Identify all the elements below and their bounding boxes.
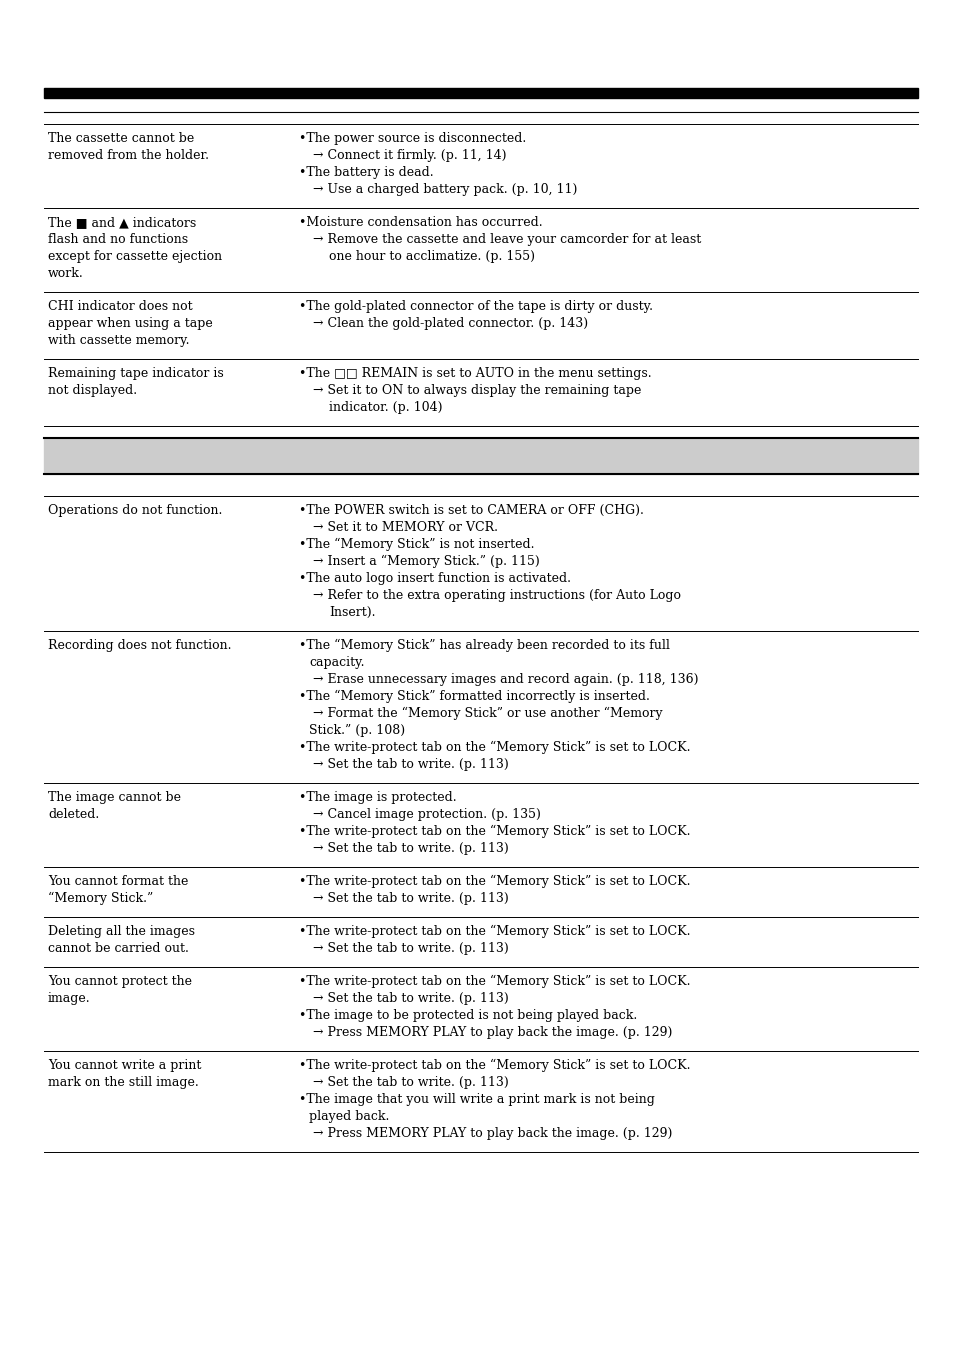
Text: → Clean the gold-plated connector. (p. 143): → Clean the gold-plated connector. (p. 1…: [313, 316, 587, 330]
Text: one hour to acclimatize. (p. 155): one hour to acclimatize. (p. 155): [329, 250, 535, 264]
Text: •The POWER switch is set to CAMERA or OFF (CHG).: •The POWER switch is set to CAMERA or OF…: [298, 504, 643, 516]
Bar: [44, 438, 917, 475]
Text: → Press MEMORY PLAY to play back the image. (p. 129): → Press MEMORY PLAY to play back the ima…: [313, 1128, 672, 1140]
Text: •The write-protect tab on the “Memory Stick” is set to LOCK.: •The write-protect tab on the “Memory St…: [298, 825, 690, 838]
Text: •The image that you will write a print mark is not being: •The image that you will write a print m…: [298, 1092, 654, 1106]
Text: → Set it to MEMORY or VCR.: → Set it to MEMORY or VCR.: [313, 521, 497, 534]
Text: indicator. (p. 104): indicator. (p. 104): [329, 402, 442, 414]
Bar: [44, 88, 917, 97]
Text: You cannot protect the: You cannot protect the: [48, 975, 192, 988]
Text: CHI indicator does not: CHI indicator does not: [48, 300, 193, 314]
Text: → Cancel image protection. (p. 135): → Cancel image protection. (p. 135): [313, 808, 540, 821]
Text: You cannot write a print: You cannot write a print: [48, 1059, 201, 1072]
Text: The image cannot be: The image cannot be: [48, 791, 181, 804]
Text: •The battery is dead.: •The battery is dead.: [298, 166, 434, 178]
Text: •The “Memory Stick” has already been recorded to its full: •The “Memory Stick” has already been rec…: [298, 639, 669, 652]
Text: mark on the still image.: mark on the still image.: [48, 1076, 198, 1088]
Text: appear when using a tape: appear when using a tape: [48, 316, 213, 330]
Text: → Erase unnecessary images and record again. (p. 118, 136): → Erase unnecessary images and record ag…: [313, 673, 698, 685]
Text: Operations do not function.: Operations do not function.: [48, 504, 222, 516]
Text: except for cassette ejection: except for cassette ejection: [48, 250, 222, 264]
Text: •The power source is disconnected.: •The power source is disconnected.: [298, 132, 526, 145]
Text: You cannot format the: You cannot format the: [48, 875, 188, 888]
Text: image.: image.: [48, 992, 91, 1005]
Text: cannot be carried out.: cannot be carried out.: [48, 942, 189, 955]
Text: → Remove the cassette and leave your camcorder for at least: → Remove the cassette and leave your cam…: [313, 233, 700, 246]
Text: → Set the tab to write. (p. 113): → Set the tab to write. (p. 113): [313, 1076, 508, 1088]
Text: → Connect it firmly. (p. 11, 14): → Connect it firmly. (p. 11, 14): [313, 149, 506, 162]
Text: •The image is protected.: •The image is protected.: [298, 791, 456, 804]
Text: → Insert a “Memory Stick.” (p. 115): → Insert a “Memory Stick.” (p. 115): [313, 556, 539, 568]
Text: •The write-protect tab on the “Memory Stick” is set to LOCK.: •The write-protect tab on the “Memory St…: [298, 975, 690, 988]
Text: •The write-protect tab on the “Memory Stick” is set to LOCK.: •The write-protect tab on the “Memory St…: [298, 741, 690, 754]
Text: Deleting all the images: Deleting all the images: [48, 925, 194, 938]
Text: •The auto logo insert function is activated.: •The auto logo insert function is activa…: [298, 572, 571, 585]
Text: → Set it to ON to always display the remaining tape: → Set it to ON to always display the rem…: [313, 384, 640, 397]
Text: The cassette cannot be: The cassette cannot be: [48, 132, 194, 145]
Text: → Format the “Memory Stick” or use another “Memory: → Format the “Memory Stick” or use anoth…: [313, 707, 662, 721]
Text: → Use a charged battery pack. (p. 10, 11): → Use a charged battery pack. (p. 10, 11…: [313, 183, 577, 196]
Text: → Set the tab to write. (p. 113): → Set the tab to write. (p. 113): [313, 892, 508, 904]
Text: Remaining tape indicator is: Remaining tape indicator is: [48, 366, 224, 380]
Text: → Press MEMORY PLAY to play back the image. (p. 129): → Press MEMORY PLAY to play back the ima…: [313, 1026, 672, 1038]
Text: Recording does not function.: Recording does not function.: [48, 639, 232, 652]
Text: •The write-protect tab on the “Memory Stick” is set to LOCK.: •The write-protect tab on the “Memory St…: [298, 925, 690, 938]
Text: flash and no functions: flash and no functions: [48, 233, 188, 246]
Text: •Moisture condensation has occurred.: •Moisture condensation has occurred.: [298, 216, 542, 228]
Text: with cassette memory.: with cassette memory.: [48, 334, 190, 347]
Text: → Set the tab to write. (p. 113): → Set the tab to write. (p. 113): [313, 842, 508, 854]
Text: capacity.: capacity.: [309, 656, 364, 669]
Text: Insert).: Insert).: [329, 606, 375, 619]
Text: Stick.” (p. 108): Stick.” (p. 108): [309, 725, 405, 737]
Text: → Set the tab to write. (p. 113): → Set the tab to write. (p. 113): [313, 942, 508, 955]
Text: •The write-protect tab on the “Memory Stick” is set to LOCK.: •The write-protect tab on the “Memory St…: [298, 1059, 690, 1072]
Text: → Set the tab to write. (p. 113): → Set the tab to write. (p. 113): [313, 992, 508, 1005]
Text: The ■ and ▲ indicators: The ■ and ▲ indicators: [48, 216, 196, 228]
Text: work.: work.: [48, 266, 84, 280]
Text: “Memory Stick.”: “Memory Stick.”: [48, 892, 153, 906]
Text: •The “Memory Stick” is not inserted.: •The “Memory Stick” is not inserted.: [298, 538, 534, 552]
Text: deleted.: deleted.: [48, 808, 99, 821]
Text: played back.: played back.: [309, 1110, 389, 1124]
Text: → Refer to the extra operating instructions (for Auto Logo: → Refer to the extra operating instructi…: [313, 589, 680, 602]
Text: •The gold-plated connector of the tape is dirty or dusty.: •The gold-plated connector of the tape i…: [298, 300, 652, 314]
Text: •The write-protect tab on the “Memory Stick” is set to LOCK.: •The write-protect tab on the “Memory St…: [298, 875, 690, 888]
Text: → Set the tab to write. (p. 113): → Set the tab to write. (p. 113): [313, 758, 508, 771]
Text: •The image to be protected is not being played back.: •The image to be protected is not being …: [298, 1009, 637, 1022]
Text: •The □□ REMAIN is set to AUTO in the menu settings.: •The □□ REMAIN is set to AUTO in the men…: [298, 366, 651, 380]
Text: •The “Memory Stick” formatted incorrectly is inserted.: •The “Memory Stick” formatted incorrectl…: [298, 690, 649, 703]
Text: not displayed.: not displayed.: [48, 384, 137, 397]
Text: removed from the holder.: removed from the holder.: [48, 149, 209, 162]
